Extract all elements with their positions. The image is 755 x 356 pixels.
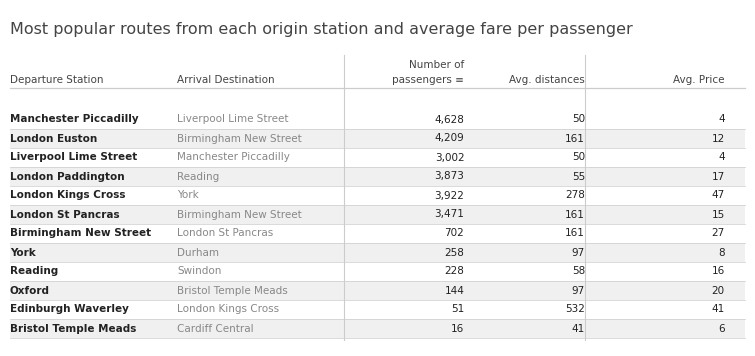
Text: Most popular routes from each origin station and average fare per passenger: Most popular routes from each origin sta… [10, 22, 633, 37]
Text: 4,209: 4,209 [435, 134, 464, 143]
Bar [10, 167, 745, 186]
Text: Birmingham New Street: Birmingham New Street [10, 229, 151, 239]
Text: 16: 16 [711, 267, 725, 277]
Bar [10, 224, 745, 243]
Bar [10, 205, 745, 224]
Text: London Kings Cross: London Kings Cross [177, 304, 279, 314]
Text: Oxford: Oxford [10, 286, 50, 295]
Text: 55: 55 [572, 172, 585, 182]
Bar [10, 148, 745, 167]
Text: Avg. Price: Avg. Price [673, 75, 725, 85]
Text: 702: 702 [445, 229, 464, 239]
Text: 12: 12 [711, 134, 725, 143]
Text: 58: 58 [572, 267, 585, 277]
Text: 50: 50 [572, 115, 585, 125]
Text: Reading: Reading [177, 172, 220, 182]
Text: 144: 144 [445, 286, 464, 295]
Bar [10, 243, 745, 262]
Text: 532: 532 [565, 304, 585, 314]
Text: 161: 161 [565, 134, 585, 143]
Text: 17: 17 [711, 172, 725, 182]
Text: 3,922: 3,922 [434, 190, 464, 200]
Text: Bristol Temple Meads: Bristol Temple Meads [177, 286, 288, 295]
Text: 8: 8 [718, 247, 725, 257]
Text: 41: 41 [572, 324, 585, 334]
Bar [10, 300, 745, 319]
Text: 161: 161 [565, 209, 585, 220]
Text: 97: 97 [572, 286, 585, 295]
Text: 3,471: 3,471 [434, 209, 464, 220]
Text: Birmingham New Street: Birmingham New Street [177, 134, 302, 143]
Text: Number of: Number of [409, 60, 464, 70]
Bar [10, 110, 745, 129]
Text: Departure Station: Departure Station [10, 75, 103, 85]
Text: 47: 47 [711, 190, 725, 200]
Text: 16: 16 [451, 324, 464, 334]
Text: Manchester Piccadilly: Manchester Piccadilly [10, 115, 138, 125]
Text: 27: 27 [711, 229, 725, 239]
Text: London Paddington: London Paddington [10, 172, 125, 182]
Text: 258: 258 [445, 247, 464, 257]
Text: 278: 278 [565, 190, 585, 200]
Bar [10, 129, 745, 148]
Text: Bristol Temple Meads: Bristol Temple Meads [10, 324, 136, 334]
Text: 4: 4 [718, 152, 725, 162]
Text: Birmingham New Street: Birmingham New Street [177, 209, 302, 220]
Text: 20: 20 [712, 286, 725, 295]
Text: passengers ≡: passengers ≡ [393, 75, 464, 85]
Text: London St Pancras: London St Pancras [177, 229, 273, 239]
Text: Reading: Reading [10, 267, 58, 277]
Text: Durham: Durham [177, 247, 220, 257]
Text: 4: 4 [718, 115, 725, 125]
Text: Cardiff Central: Cardiff Central [177, 324, 254, 334]
Text: 51: 51 [451, 304, 464, 314]
Text: York: York [10, 247, 35, 257]
Bar [10, 281, 745, 300]
Text: 97: 97 [572, 247, 585, 257]
Bar [10, 262, 745, 281]
Text: 6: 6 [718, 324, 725, 334]
Text: Liverpool Lime Street: Liverpool Lime Street [177, 115, 289, 125]
Bar [10, 319, 745, 338]
Text: Liverpool Lime Street: Liverpool Lime Street [10, 152, 137, 162]
Text: 228: 228 [445, 267, 464, 277]
Text: Edinburgh Waverley: Edinburgh Waverley [10, 304, 128, 314]
Text: 3,002: 3,002 [435, 152, 464, 162]
Text: 3,873: 3,873 [434, 172, 464, 182]
Text: 50: 50 [572, 152, 585, 162]
Text: 41: 41 [711, 304, 725, 314]
Text: York: York [177, 190, 199, 200]
Text: London St Pancras: London St Pancras [10, 209, 119, 220]
Text: Manchester Piccadilly: Manchester Piccadilly [177, 152, 291, 162]
Text: London Kings Cross: London Kings Cross [10, 190, 125, 200]
Text: 15: 15 [711, 209, 725, 220]
Text: Avg. distances: Avg. distances [510, 75, 585, 85]
Text: 4,628: 4,628 [434, 115, 464, 125]
Text: Swindon: Swindon [177, 267, 222, 277]
Text: London Euston: London Euston [10, 134, 97, 143]
Bar [10, 186, 745, 205]
Text: Arrival Destination: Arrival Destination [177, 75, 275, 85]
Text: 161: 161 [565, 229, 585, 239]
